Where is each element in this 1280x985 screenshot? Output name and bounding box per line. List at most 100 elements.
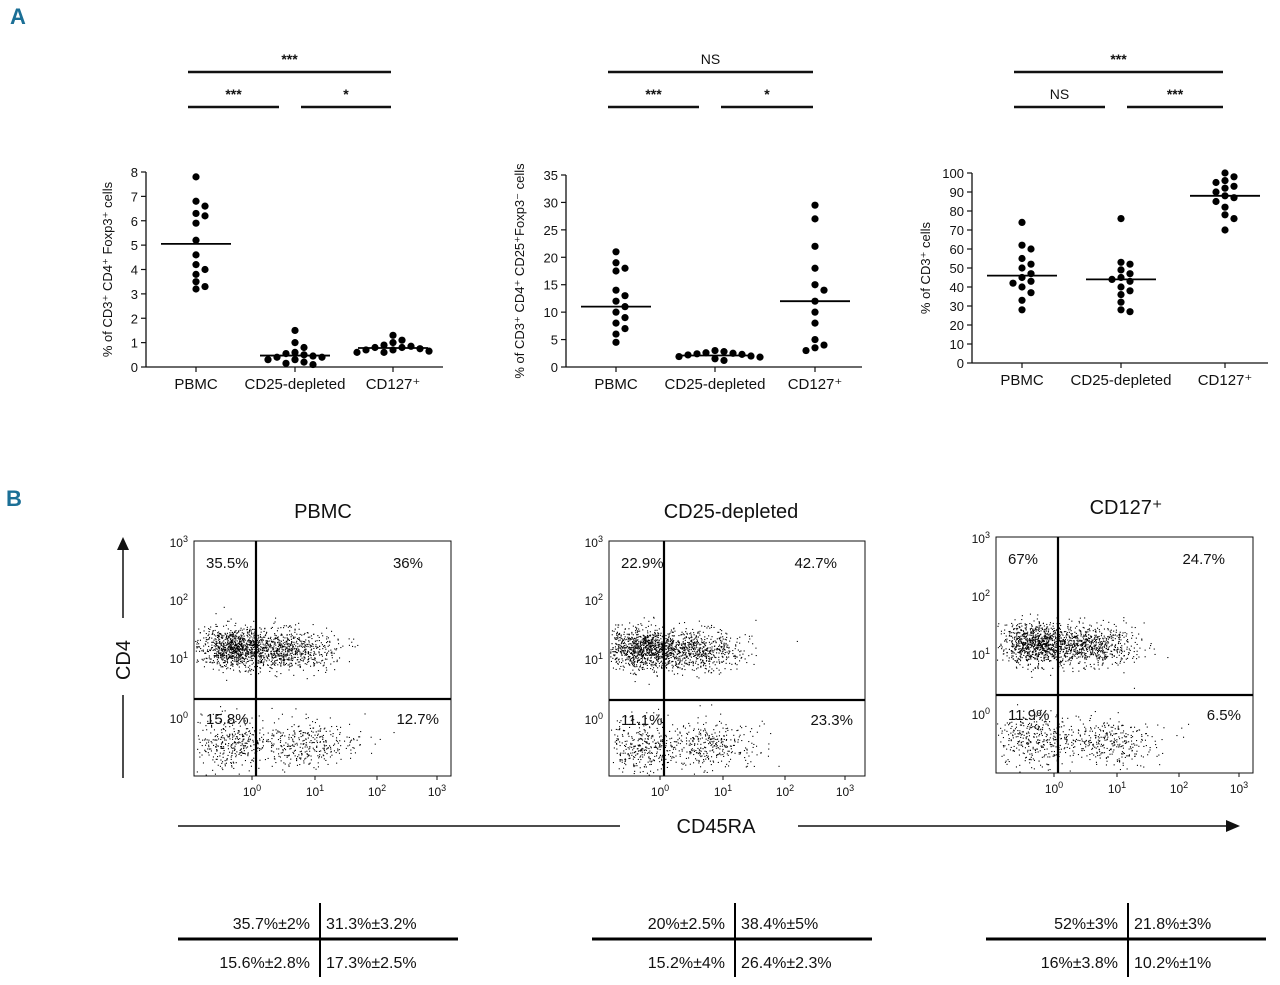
event-dot [1038,625,1040,627]
event-dot [621,662,623,664]
event-dot [296,654,298,656]
event-dot [277,627,279,629]
event-dot [648,756,650,758]
event-dot [666,642,668,644]
event-dot [659,646,661,648]
event-dot [615,661,617,663]
event-dot [658,645,660,647]
event-dot [333,652,335,654]
event-dot [245,653,247,655]
event-dot [622,639,624,641]
event-dot [692,644,694,646]
event-dot [669,637,671,639]
event-dot [1027,642,1029,644]
event-dot [616,634,618,636]
event-dot [626,646,628,648]
event-dot [721,642,723,644]
event-dot [660,661,662,663]
event-dot [634,652,636,654]
event-dot [295,642,297,644]
event-dot [291,650,293,652]
event-dot [253,749,255,751]
event-dot [683,648,685,650]
event-dot [670,643,672,645]
event-dot [630,643,632,645]
event-dot [258,637,260,639]
event-dot [247,752,249,754]
event-dot [642,637,644,639]
event-dot [726,739,728,741]
event-dot [250,670,252,672]
event-dot [619,741,621,743]
event-dot [246,634,248,636]
event-dot [241,632,243,634]
event-dot [1049,622,1051,624]
event-dot [235,651,237,653]
event-dot [673,654,675,656]
event-dot [214,761,216,763]
event-dot [262,665,264,667]
event-dot [642,739,644,741]
event-dot [234,651,236,653]
event-dot [623,647,625,649]
event-dot [248,644,250,646]
event-dot [232,750,234,752]
event-dot [257,642,259,644]
event-dot [617,624,619,626]
event-dot [208,631,210,633]
event-dot [231,646,233,648]
event-dot [702,661,704,663]
table-cell-upper-left: 35.7%±2% [233,916,310,933]
event-dot [309,762,311,764]
event-dot [264,636,266,638]
event-dot [262,720,264,722]
event-dot [655,650,657,652]
event-dot [691,640,693,642]
event-dot [215,648,217,650]
event-dot [1022,649,1024,651]
event-dot [231,648,233,650]
event-dot [622,752,624,754]
event-dot [275,649,277,651]
event-dot [675,761,677,763]
event-dot [313,727,315,729]
event-dot [686,740,688,742]
event-dot [616,652,618,654]
event-dot [650,657,652,659]
event-dot [256,639,258,641]
event-dot [685,653,687,655]
event-dot [711,741,713,743]
event-dot [632,656,634,658]
event-dot [661,652,663,654]
event-dot [715,747,717,749]
event-dot [640,647,642,649]
event-dot [275,662,277,664]
event-dot [253,654,255,656]
data-point [720,356,728,365]
event-dot [247,651,249,653]
data-point [612,259,620,267]
event-dot [734,738,736,740]
event-dot [1024,633,1026,635]
event-dot [670,629,672,631]
event-dot [318,661,320,663]
event-dot [617,739,619,741]
event-dot [238,656,240,658]
event-dot [289,745,291,747]
event-dot [645,766,647,768]
event-dot [638,657,640,659]
event-dot [1032,669,1034,671]
event-dot [657,720,659,722]
event-dot [314,659,316,661]
event-dot [232,649,234,651]
event-dot [689,653,691,655]
data-point [291,348,299,356]
event-dot [231,634,233,636]
event-dot [216,749,218,751]
event-dot [212,668,214,670]
event-dot [673,747,675,749]
event-dot [231,752,233,754]
y-decade-label: 102 [170,592,188,608]
event-dot [713,661,715,663]
event-dot [229,738,231,740]
